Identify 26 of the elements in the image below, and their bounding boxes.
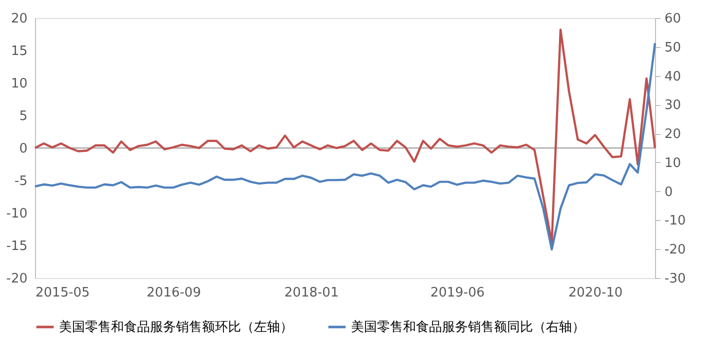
x-tick-label: 2020-10 <box>568 286 623 300</box>
y2-tick-label: 0 <box>664 184 673 200</box>
y-tick-label: 15 <box>10 44 28 59</box>
x-tick-label: 2018-01 <box>284 286 339 300</box>
y-tick-label: 20 <box>10 12 28 26</box>
y2-tick-label: 10 <box>664 156 682 171</box>
y-tick-label: -10 <box>6 206 28 222</box>
legend-label: 美国零售和食品服务销售额同比（右轴） <box>351 319 585 335</box>
y2-tick-label: -30 <box>664 272 686 286</box>
y2-tick-label: -20 <box>664 242 686 258</box>
y2-tick-label: 60 <box>664 12 682 26</box>
y-tick-label: 10 <box>10 76 28 92</box>
x-tick-label: 2019-06 <box>430 286 485 300</box>
y-tick-label: -15 <box>6 239 28 254</box>
y2-tick-label: 50 <box>664 40 682 56</box>
x-tick-label: 2016-09 <box>146 286 201 300</box>
y2-tick-label: 30 <box>664 98 682 114</box>
y-tick-label: 0 <box>19 142 28 156</box>
y-tick-label: -5 <box>14 174 28 189</box>
y-tick-label: 5 <box>19 109 28 124</box>
y2-tick-label: 40 <box>664 69 682 84</box>
y2-tick-label: -10 <box>664 214 686 229</box>
legend-label: 美国零售和食品服务销售额环比（左轴） <box>59 319 293 335</box>
y-tick-label: -20 <box>6 272 28 286</box>
x-tick-label: 2015-05 <box>36 286 90 300</box>
y2-tick-label: 20 <box>664 127 682 142</box>
